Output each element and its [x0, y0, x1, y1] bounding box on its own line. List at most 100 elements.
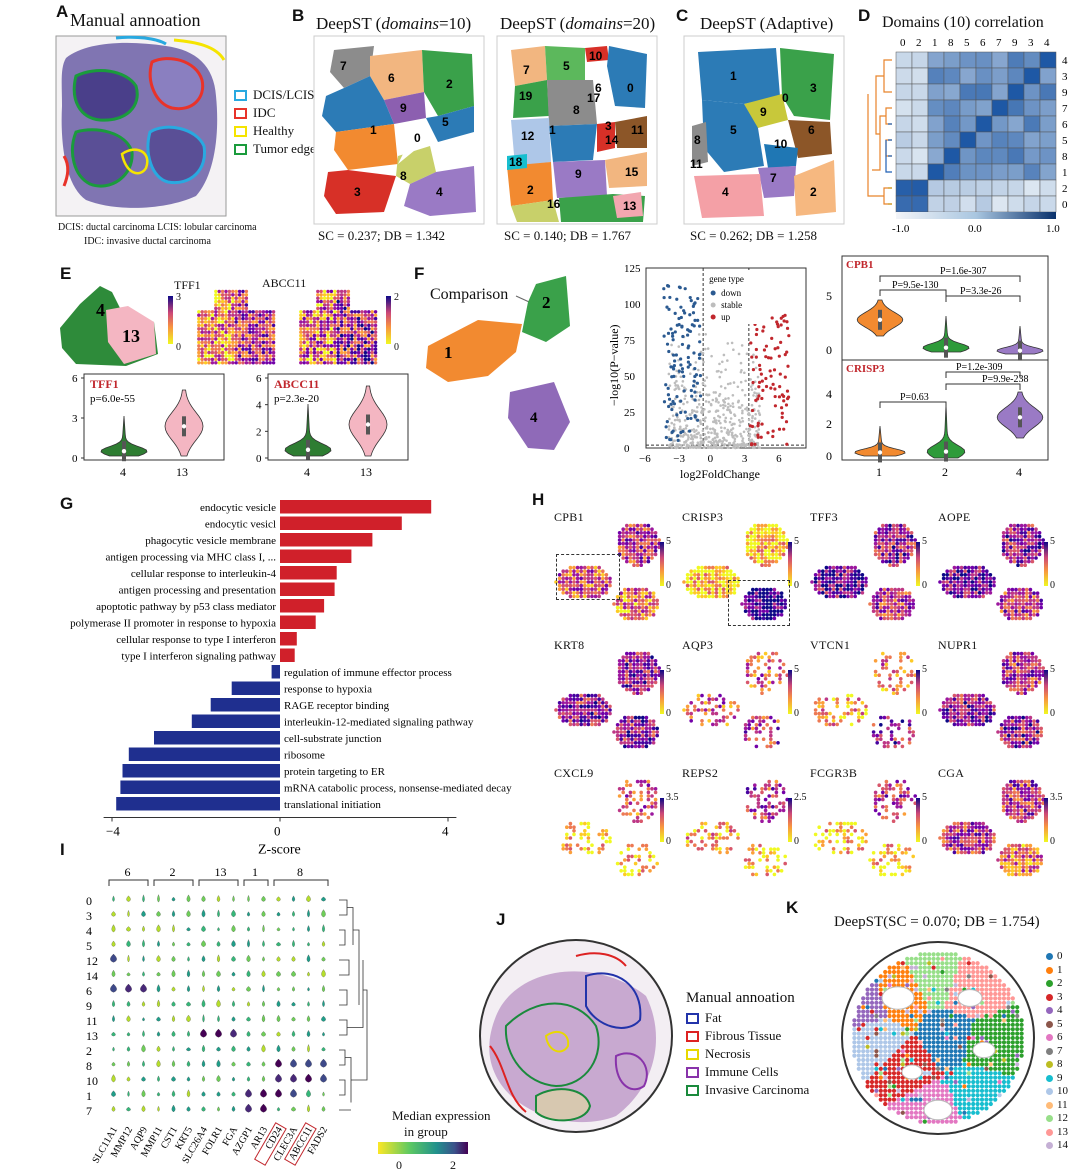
- gene-spot: [561, 711, 565, 716]
- violin-f-top-p2: P=9.5e-130: [892, 280, 938, 291]
- gene-spot: [1001, 662, 1006, 667]
- gene-spot: [970, 569, 975, 573]
- gene-spot: [572, 825, 576, 829]
- gene-spot: [888, 684, 892, 688]
- gene-spot: [643, 662, 647, 667]
- gene-spot: [781, 808, 786, 813]
- expression-spot: [316, 293, 320, 297]
- gene-spot: [904, 598, 908, 603]
- volcano-point-up: [780, 415, 784, 419]
- gene-spot: [963, 829, 967, 833]
- violin-f-xtick: 4: [1016, 465, 1022, 479]
- expression-spot: [316, 306, 320, 311]
- gene-spot: [617, 673, 622, 677]
- gene-spot: [729, 576, 733, 581]
- gene-spot: [1007, 730, 1011, 734]
- gene-spot: [879, 737, 883, 741]
- expression-spot: [360, 347, 364, 351]
- expression-spot: [333, 350, 337, 355]
- expression-spot: [356, 337, 361, 341]
- gene-spot: [729, 704, 733, 709]
- violin-f-xtick: 1: [876, 465, 882, 479]
- expression-spot: [197, 344, 201, 348]
- gene-spot: [714, 719, 719, 723]
- gene-spot: [707, 587, 711, 591]
- gene-spot: [884, 783, 889, 787]
- gene-spot: [769, 595, 773, 599]
- heatmap-cell: [943, 163, 961, 181]
- expression-spot: [231, 289, 235, 294]
- expression-spot: [224, 310, 228, 314]
- expression-spot: [336, 296, 340, 300]
- gene-spot: [879, 730, 883, 734]
- f-domain-4: 4: [530, 410, 538, 426]
- gene-spot: [881, 651, 885, 656]
- expression-spot: [197, 327, 201, 331]
- gene-spot: [956, 719, 960, 723]
- gene-spot: [707, 591, 711, 595]
- gene-spot: [635, 659, 640, 663]
- gene-spot: [959, 701, 964, 705]
- gene-spot: [732, 701, 737, 705]
- gene-spot: [1027, 552, 1031, 557]
- panel-e-scale2-min: 0: [394, 342, 399, 353]
- volcano-point: [739, 420, 742, 424]
- volcano-point: [673, 381, 677, 385]
- expression-spot: [373, 340, 378, 345]
- gene-spot: [689, 569, 693, 573]
- panel-b-left-title: DeepST (domains=10): [316, 14, 472, 33]
- panel-b-right-title: DeepST (domains=20): [500, 14, 656, 33]
- gene-spot: [895, 559, 899, 564]
- gene-spot: [824, 591, 829, 595]
- expression-spot: [268, 350, 272, 355]
- volcano-point: [699, 436, 703, 440]
- gene-spot: [1014, 715, 1018, 720]
- expression-spot: [322, 357, 327, 362]
- volcano-point-down: [683, 287, 687, 291]
- expression-spot: [214, 293, 218, 297]
- expression-spot: [248, 310, 252, 314]
- volcano-point: [695, 446, 699, 449]
- volcano-point: [732, 381, 736, 384]
- volcano-point-up: [777, 427, 782, 431]
- gene-spot: [981, 704, 985, 709]
- gene-spot: [718, 825, 722, 829]
- gene-spot: [1023, 790, 1027, 795]
- volcano-point: [741, 388, 744, 392]
- gene-spot: [729, 847, 733, 851]
- violin-xtick: 13: [176, 465, 188, 479]
- gene-spot: [1007, 613, 1011, 617]
- gene-spot: [783, 861, 787, 866]
- expression-spot: [251, 361, 255, 365]
- gene-spot: [828, 832, 832, 837]
- gene-spot: [651, 854, 656, 859]
- volcano-xtick: 0: [708, 453, 714, 465]
- volcano-point: [737, 352, 741, 356]
- gene-spot: [882, 613, 887, 617]
- heatmap-col-label: 6: [980, 37, 986, 49]
- gene-spot: [707, 693, 711, 698]
- volcano-point: [683, 419, 687, 422]
- gene-spot: [1010, 616, 1015, 621]
- volcano-point-up: [783, 353, 787, 357]
- gene-spot: [1021, 851, 1025, 855]
- gene-spot: [999, 595, 1004, 599]
- expression-spot: [339, 296, 344, 300]
- gene-spot: [633, 616, 638, 621]
- gene-spot: [909, 549, 914, 553]
- volcano-point: [742, 430, 746, 434]
- bar-up: [280, 549, 352, 563]
- gene-spot: [949, 569, 953, 573]
- gene-spot: [635, 669, 640, 674]
- volcano-point-down: [664, 425, 668, 429]
- expression-spot: [210, 354, 215, 358]
- heatmap-cell: [975, 115, 993, 133]
- gene-spot: [857, 836, 861, 840]
- gene-spot: [886, 741, 890, 745]
- gene-spot: [1010, 719, 1015, 723]
- violin-median: [943, 345, 949, 350]
- gene-spot: [938, 836, 942, 840]
- bar-term-label: mRNA catabolic process, nonsense-mediate…: [284, 783, 512, 795]
- volcano-point: [715, 446, 719, 450]
- volcano-point-down: [693, 301, 697, 305]
